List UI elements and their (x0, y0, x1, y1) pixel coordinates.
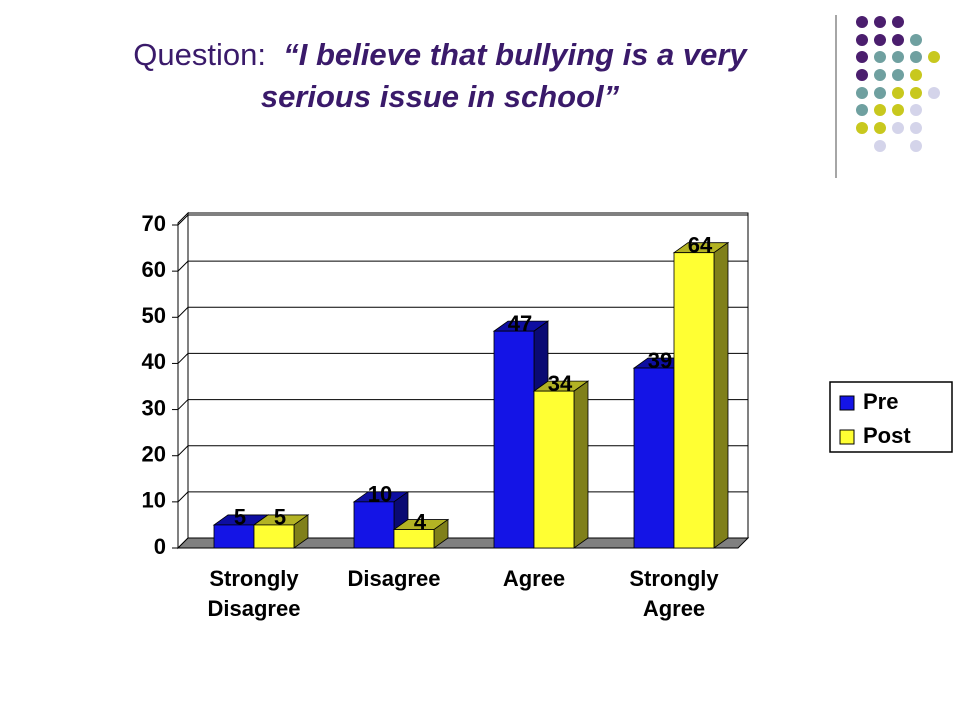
x-tick-label: Agree (502, 566, 566, 591)
value-label: 4 (414, 509, 427, 534)
value-label: 39 (648, 348, 672, 373)
bar-front (353, 501, 395, 549)
value-label: 34 (548, 371, 573, 396)
y-tick-label: 20 (142, 442, 166, 467)
bar-front (493, 330, 535, 549)
bar-front (253, 524, 295, 549)
value-label: 5 (234, 505, 246, 530)
legend-swatch (839, 395, 855, 411)
grid-line (177, 306, 748, 318)
x-tick-label: Strongly Agree (629, 566, 719, 621)
bar-front (673, 252, 715, 549)
bar-front (393, 529, 435, 549)
y-tick-label: 50 (142, 303, 166, 328)
bar (252, 514, 310, 549)
y-tick-label: 70 (142, 211, 166, 236)
y-tick-label: 30 (142, 395, 166, 420)
value-label: 64 (688, 232, 713, 257)
grid-line (177, 352, 748, 364)
y-tick-label: 40 (142, 349, 166, 374)
legend-swatch (839, 429, 855, 445)
bar-front (533, 390, 575, 549)
y-tick-label: 0 (154, 534, 166, 559)
bar (672, 241, 730, 549)
value-label: 47 (508, 311, 532, 336)
legend-label: Pre (863, 389, 898, 414)
decoration-dots (856, 16, 940, 152)
bar (532, 380, 590, 549)
bar-front (633, 367, 675, 549)
bar-side (573, 380, 589, 549)
x-tick-label: Strongly Disagree (207, 566, 301, 621)
bar-side (713, 241, 729, 549)
grid-line (177, 260, 748, 272)
value-label: 10 (368, 482, 392, 507)
legend-box (829, 381, 953, 453)
title: Question: “I believe that bullying is a … (90, 34, 790, 118)
title-prefix: Question: (133, 37, 266, 72)
grid-line (177, 214, 748, 226)
x-tick-label: Disagree (347, 566, 441, 591)
y-tick-label: 10 (142, 488, 166, 513)
legend-label: Post (863, 423, 911, 448)
chart-title: “I believe that bullying is a very serio… (260, 37, 747, 114)
value-label: 5 (274, 505, 286, 530)
y-tick-label: 60 (142, 257, 166, 282)
bar (392, 518, 450, 549)
